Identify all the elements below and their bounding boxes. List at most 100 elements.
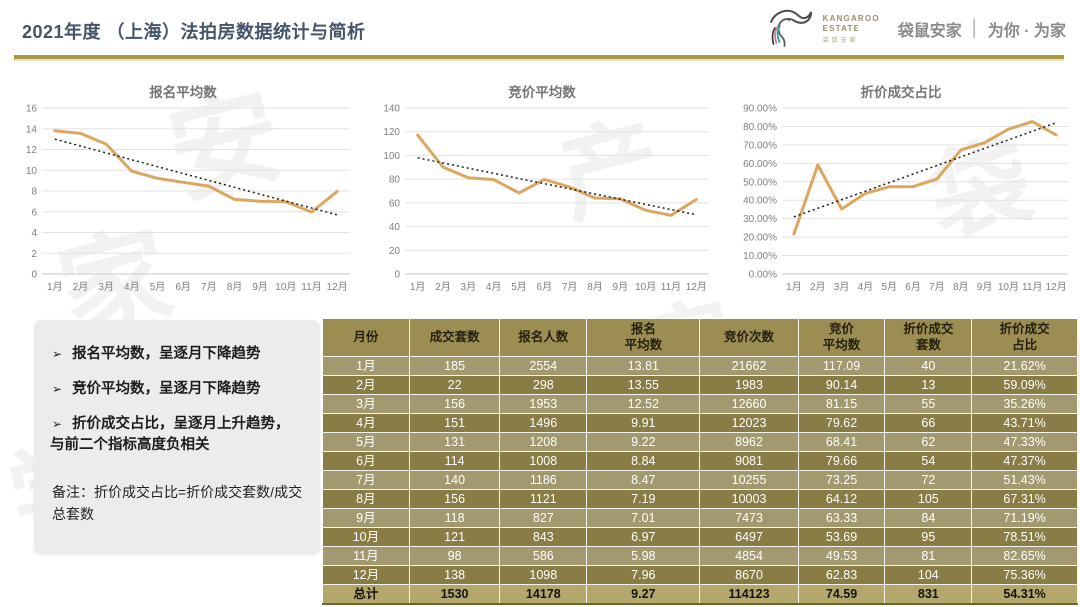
table-cell: 10003 [699, 489, 799, 510]
table-cell: 84 [884, 508, 973, 529]
x-tick-label: 5月 [150, 281, 166, 293]
trend-line [793, 122, 1057, 218]
table-cell: 47.37% [971, 451, 1078, 472]
table-cell: 53.69 [797, 527, 886, 548]
table-cell: 13.81 [586, 356, 701, 377]
table-cell: 7.01 [586, 508, 701, 529]
y-tick-label: 0.00% [749, 270, 777, 281]
brand-name-en-line1: KANGAROO [822, 13, 880, 23]
table-cell: 138 [408, 565, 501, 586]
table-row: 8月 156 1121 7.19 10003 64.12 105 67.31% [322, 489, 1078, 510]
y-tick-label: 10 [26, 166, 38, 177]
table-cell: 7月 [322, 470, 410, 491]
y-tick-label: 20 [389, 246, 401, 257]
y-tick-label: 0 [394, 270, 400, 281]
brand-logo: KANGAROO ESTATE 袋鼠安家 袋鼠安家 │ 为你 · 为家 [765, 4, 1066, 54]
table-cell: 586 [499, 546, 588, 567]
brand-name-cn: 袋鼠安家 [822, 38, 859, 45]
x-tick-label: 2月 [810, 281, 826, 293]
table-cell: 1496 [499, 413, 588, 434]
table-cell: 5月 [322, 432, 410, 453]
y-tick-label: 14 [26, 124, 38, 135]
x-tick-label: 11月 [301, 281, 321, 293]
y-tick-label: 20.00% [743, 233, 777, 244]
x-tick-label: 6月 [175, 281, 191, 293]
x-tick-label: 8月 [227, 281, 243, 293]
table-cell: 7473 [699, 508, 799, 529]
table-cell: 9月 [322, 508, 410, 529]
table-cell: 62.83 [797, 565, 886, 586]
table-cell: 51.43% [971, 470, 1078, 491]
y-tick-label: 12 [26, 145, 38, 156]
x-tick-label: 1月 [47, 281, 63, 293]
x-tick-label: 9月 [977, 281, 993, 293]
x-tick-label: 10月 [635, 281, 656, 293]
table-cell: 40 [884, 356, 973, 377]
trend-line [417, 157, 697, 216]
summary-notes-panel: ➢ 报名平均数，呈逐月下降趋势 ➢ 竞价平均数，呈逐月下降趋势 ➢ 折价成交占比，呈逐月上… [34, 320, 320, 554]
chart-registration-average-svg: 报名平均数 0 2 4 6 8 10 12 14 16 1月 2月 3月 4月 5月 6月 7月 8月 9月 10月 1… [26, 84, 350, 293]
table-cell: 13.55 [586, 375, 701, 396]
table-cell: 8月 [322, 489, 410, 510]
table-row: 12月 138 1098 7.96 8670 62.83 104 75.36% [322, 565, 1078, 586]
slogan-divider: │ [969, 20, 980, 37]
table-cell: 12月 [322, 565, 410, 586]
x-tick-label: 7月 [201, 281, 217, 293]
table-cell: 12023 [699, 413, 799, 434]
table-cell: 8.47 [586, 470, 701, 491]
table-cell: 1983 [699, 375, 799, 396]
y-tick-label: 50.00% [743, 177, 777, 188]
table-cell: 4854 [699, 546, 799, 567]
y-tick-label: 40 [389, 222, 401, 233]
table-cell: 43.71% [971, 413, 1078, 434]
x-tick-label: 10月 [998, 281, 1019, 293]
x-tick-label: 8月 [953, 281, 969, 293]
x-tick-label: 4月 [124, 281, 140, 293]
table-row: 6月 114 1008 8.84 9081 79.66 54 47.37% [322, 451, 1078, 472]
bullet-marker-icon: ➢ [52, 347, 63, 361]
brand-wordmark: KANGAROO ESTATE 袋鼠安家 [823, 14, 880, 45]
table-row: 9月 118 827 7.01 7473 63.33 84 71.19% [322, 508, 1078, 529]
table-header-row: 月份 成交套数 报名人数 报名 平均数 竞价次数 竞价 平均数 折价成交 套数 折价成交 占比 [322, 317, 1078, 358]
x-tick-label: 6月 [905, 281, 921, 293]
table-cell: 10月 [322, 527, 410, 548]
table-cell: 9.91 [586, 413, 701, 434]
table-cell: 12.52 [586, 394, 701, 415]
table-cell: 140 [408, 470, 501, 491]
table-cell: 79.66 [797, 451, 886, 472]
table-header-cell: 成交套数 [408, 317, 501, 358]
bullet-item: ➢ 折价成交占比，呈逐月上升趋势，与前二个指标高度负相关 [50, 416, 290, 454]
table-cell: 54 [884, 451, 973, 472]
table-cell: 1月 [322, 356, 410, 377]
x-tick-label: 2月 [435, 281, 451, 293]
table-cell: 8.84 [586, 451, 701, 472]
table-cell: 79.62 [797, 413, 886, 434]
table-cell: 114 [408, 451, 501, 472]
table-header-cell: 报名人数 [499, 317, 588, 358]
y-tick-label: 70.00% [743, 140, 777, 151]
table-cell: 78.51% [971, 527, 1078, 548]
table-row: 3月 156 1953 12.52 12660 81.15 55 35.26% [322, 394, 1078, 415]
table-cell: 21.62% [971, 356, 1078, 377]
table-cell: 2月 [322, 375, 410, 396]
table-cell: 1208 [499, 432, 588, 453]
y-tick-label: 8 [31, 187, 37, 198]
table-cell: 6497 [699, 527, 799, 548]
table-cell: 156 [408, 489, 501, 510]
table-cell: 151 [408, 413, 501, 434]
bullet-item: ➢ 报名平均数，呈逐月下降趋势 [52, 346, 261, 362]
table-cell: 81.15 [797, 394, 886, 415]
y-tick-label: 60 [389, 198, 401, 209]
table-header-cell: 折价成交 套数 [884, 317, 973, 358]
table-total-cell: 9.27 [586, 584, 701, 605]
table-cell: 81 [884, 546, 973, 567]
table-cell: 117.09 [797, 356, 886, 377]
table-cell: 2554 [499, 356, 588, 377]
table-cell: 104 [884, 565, 973, 586]
bullet-list: ➢ 报名平均数，呈逐月下降趋势 ➢ 竞价平均数，呈逐月下降趋势 ➢ 折价成交占比，呈逐月上… [50, 344, 304, 456]
table-cell: 4月 [322, 413, 410, 434]
x-tick-label: 10月 [275, 281, 296, 293]
table-total-row: 总计 1530 14178 9.27 114123 74.59 831 54.31% [322, 584, 1078, 605]
bullet-item: ➢ 竞价平均数，呈逐月下降趋势 [52, 381, 261, 398]
table-cell: 118 [408, 508, 501, 529]
